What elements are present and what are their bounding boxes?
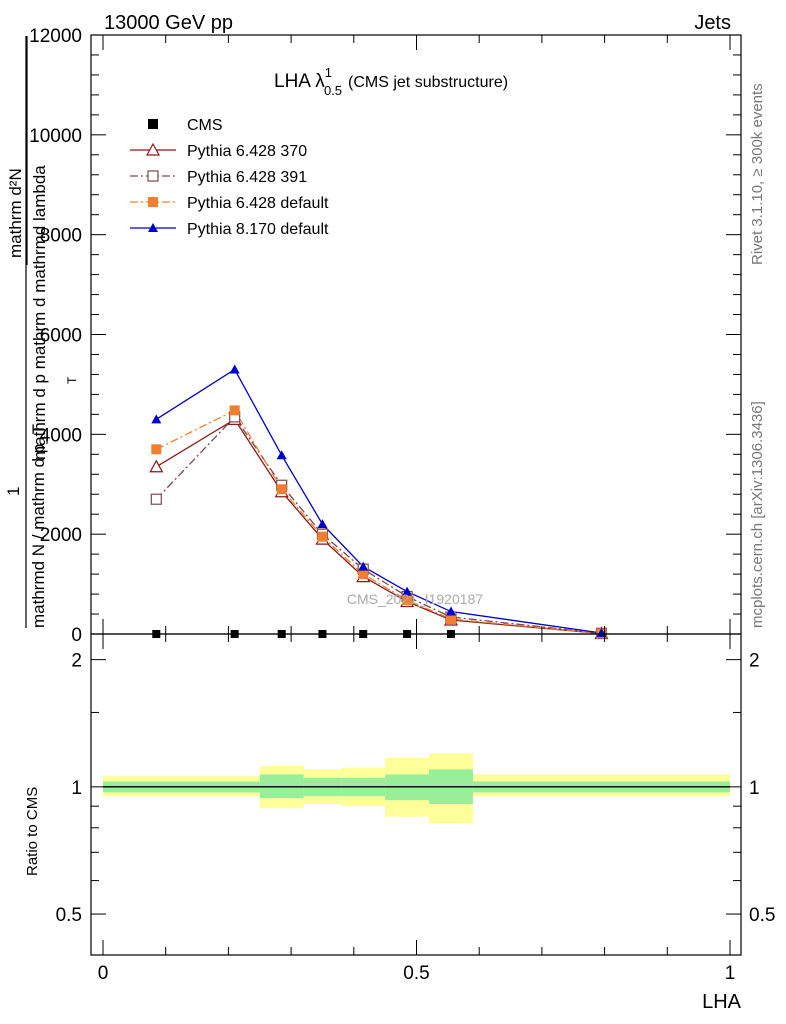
series-4-point [445,606,456,616]
ratio-ytick-label: 2 [71,651,82,672]
xaxis-label: LHA [702,991,742,1013]
main-ylabel: mathrm d²N mathrm d p mathrm d mathrmd l… [4,36,79,628]
main-ytick-label: 4000 [40,425,82,446]
watermark: CMS_2021_I1920187 [347,591,483,607]
ratio-ytick-label: 1 [71,778,82,799]
ratio-ytick-label-right: 2 [749,651,760,672]
title-suffix: (CMS jet substructure) [348,74,508,91]
ratio-ytick-label-right: 1 [749,778,760,799]
series-3-point [445,614,456,625]
legend-marker-4 [148,223,158,232]
legend-marker-2 [147,170,159,182]
series-1-point [149,459,164,473]
ratio-panel: 0 0.5 1 0.5 0.5 1 1 2 2 Ratio to CMS LHA [24,633,775,1013]
ylabel-sub: T [65,376,79,384]
series-3-point [402,595,413,606]
legend-label-1: Pythia 6.428 370 [187,143,307,160]
ratio-ytick-label-right: 0.5 [749,905,775,926]
ylabel-bottom: mathrmd N / mathrm d p_T [29,424,48,628]
legend-label-3: Pythia 6.428 default [187,195,329,212]
main-ytick-label: 6000 [40,326,82,347]
main-ticks: 0 2000 4000 6000 8000 10000 12000 [29,26,741,646]
series-3-point [358,569,369,580]
legend-marker-3 [148,197,158,207]
ratio-xtick-label: 0.5 [403,963,429,984]
main-ytick-label: 0 [71,625,82,646]
title-sub: 0.5 [324,83,342,98]
series-line-2 [155,415,602,634]
main-ytick-label: 10000 [29,126,82,147]
main-title: LHA λ1 0.5 (CMS jet substructure) [274,65,508,98]
series-3-point [151,444,162,455]
main-ytick-label: 8000 [40,226,82,247]
series-3-point [229,405,240,416]
header-right: Jets [694,12,731,34]
legend-label-0: CMS [187,117,223,134]
ratio-ylabel: Ratio to CMS [24,787,41,876]
ratio-xtick-label: 1 [725,963,736,984]
series-4-point [229,364,240,374]
rivet-label: Rivet 3.1.10, ≥ 300k events [749,83,766,265]
ylabel-mid: mathrm d p mathrm d mathrmd lambda [30,165,49,460]
main-ytick-label: 2000 [40,525,82,546]
series-4-point [402,586,413,596]
title-main: LHA λ [274,71,325,92]
main-ytick-label: 12000 [29,26,82,47]
series-4-point [358,561,369,571]
series-line-3 [156,409,602,635]
series-4-point [596,628,607,638]
series-3-point [276,484,287,495]
legend-marker-0 [148,119,158,129]
title-sup: 1 [325,65,332,80]
ylabel-top: mathrm d²N [6,168,25,258]
legend-label-2: Pythia 6.428 391 [187,169,307,186]
header-left: 13000 GeV pp [104,12,233,34]
series-3-point [317,531,328,542]
series-4-point [317,519,328,529]
ratio-ticks: 0 0.5 1 0.5 0.5 1 1 2 2 [56,634,775,984]
mcplots-label: mcplots.cern.ch [arXiv:1306.3436] [749,401,766,628]
ratio-bands [103,753,730,824]
ylabel-num: 1 [4,487,23,496]
legend-marker-1 [145,142,161,156]
legend-label-4: Pythia 8.170 default [187,221,329,238]
main-panel: 0 2000 4000 6000 8000 10000 12000 CMS_2021_I19… [4,26,742,646]
series-4-point [151,414,162,424]
ratio-xtick-label: 0 [98,963,109,984]
series-line-4 [155,368,602,634]
series-2-point [150,493,162,505]
ratio-ytick-label: 0.5 [56,905,82,926]
series-4-point [276,450,287,460]
series-line-1 [155,418,602,635]
legend: CMS Pythia 6.428 370 Pythia 6.428 391 Pythi… [130,117,329,238]
